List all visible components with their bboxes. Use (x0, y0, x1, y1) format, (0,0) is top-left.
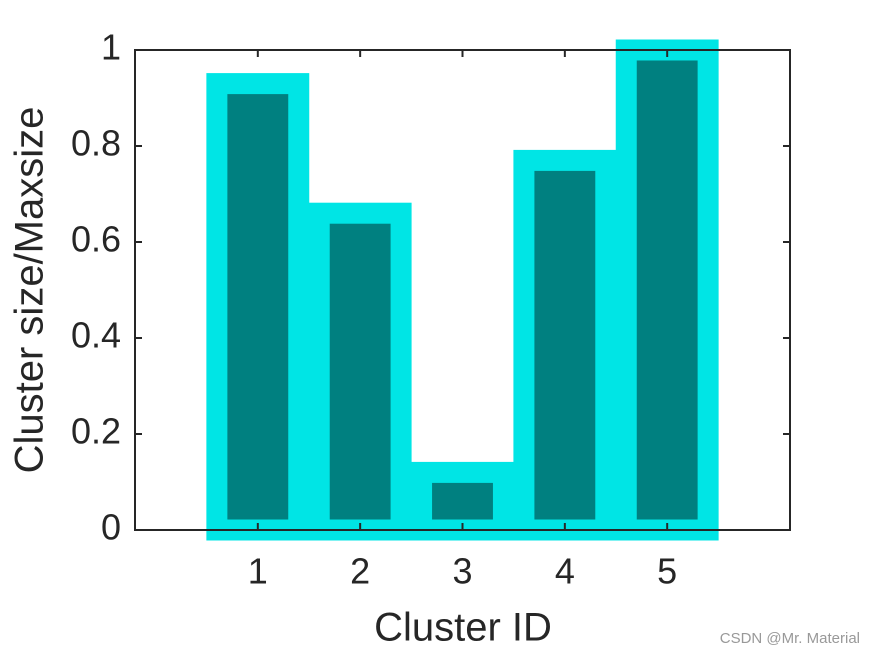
bar (513, 149, 617, 541)
x-tick-label: 5 (657, 551, 677, 592)
y-tick-label: 1 (101, 27, 121, 68)
x-tick-label: 2 (350, 551, 370, 592)
x-tick-label: 3 (452, 551, 472, 592)
watermark: CSDN @Mr. Material (720, 630, 860, 647)
bar (206, 73, 310, 541)
y-tick-label: 0.2 (71, 411, 121, 452)
x-tick-label: 1 (248, 551, 268, 592)
y-tick-label: 0.8 (71, 123, 121, 164)
bar (615, 39, 719, 541)
bar (411, 461, 514, 541)
y-tick-label: 0 (101, 507, 121, 548)
bar (308, 202, 412, 541)
y-tick-label: 0.4 (71, 315, 121, 356)
y-tick-label: 0.6 (71, 219, 121, 260)
x-tick-label: 4 (555, 551, 575, 592)
y-axis-label: Cluster size/Maxsize (8, 107, 52, 474)
x-axis-label: Cluster ID (374, 606, 552, 650)
